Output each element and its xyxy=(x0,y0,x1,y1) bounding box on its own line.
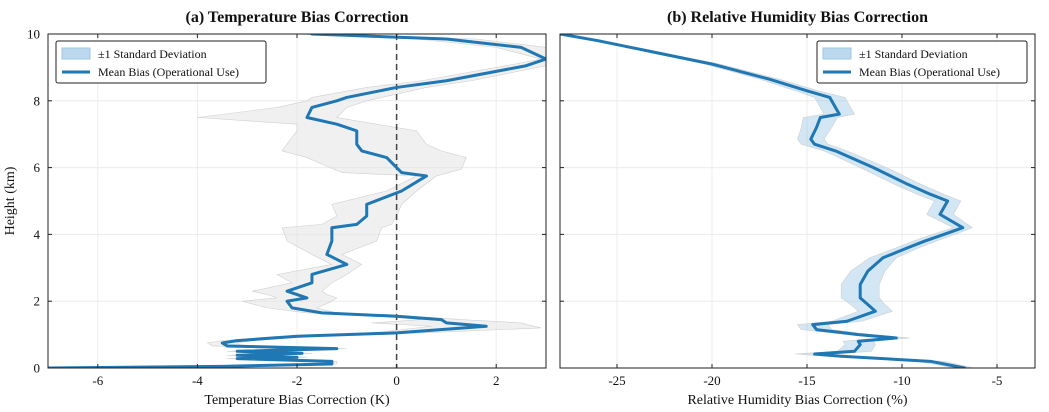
temp-xtick-label: 0 xyxy=(393,373,400,388)
temp-xtick-label: 2 xyxy=(493,373,500,388)
temp-legend-std-swatch xyxy=(61,47,91,60)
temp-ytick-label: 0 xyxy=(34,361,41,376)
temp-ytick-label: 8 xyxy=(34,93,41,108)
rh-title: (b) Relative Humidity Bias Correction xyxy=(667,9,928,26)
rh-xtick-label: -20 xyxy=(703,373,720,388)
rh-xtick-label: -10 xyxy=(893,373,910,388)
temp-xtick-label: -2 xyxy=(292,373,303,388)
rh-plot-area xyxy=(560,34,975,368)
rh-xtick-label: -25 xyxy=(608,373,625,388)
temp-xtick-label: -6 xyxy=(92,373,103,388)
temp-ytick-label: 10 xyxy=(27,27,40,42)
rh-legend-std-label: ±1 Standard Deviation xyxy=(859,47,968,61)
temp-title: (a) Temperature Bias Correction xyxy=(186,9,409,26)
temp-ytick-label: 6 xyxy=(34,160,41,175)
rh-legend-box xyxy=(816,40,1028,84)
rh-xlabel: Relative Humidity Bias Correction (%) xyxy=(687,393,907,408)
rh-frame xyxy=(559,33,1036,369)
rh-std-band xyxy=(560,34,975,368)
temp-legend-box xyxy=(55,40,267,84)
temp-panel: -6 -4 -2 0 2 0 2 4 6 8 10 (a) Temperature Bias Corr… xyxy=(27,9,547,408)
y-axis-label: Height (km) xyxy=(3,166,18,235)
rh-legend-std-swatch xyxy=(822,47,852,60)
temp-xtick-label: -4 xyxy=(192,373,203,388)
temp-xlabel: Temperature Bias Correction (K) xyxy=(204,393,390,408)
temp-legend-std-label: ±1 Standard Deviation xyxy=(98,47,207,61)
temp-legend: ±1 Standard Deviation Mean Bias (Operatio… xyxy=(55,40,267,84)
temp-plot-area xyxy=(48,34,546,368)
temp-legend-mean-label: Mean Bias (Operational Use) xyxy=(98,65,239,79)
rh-xtick-label: -15 xyxy=(798,373,815,388)
rh-xtick-label: -5 xyxy=(992,373,1003,388)
rh-panel: -25 -20 -15 -10 -5 (b) Relative Humidity Bias… xyxy=(559,9,1036,408)
temp-ytick-label: 4 xyxy=(34,227,41,242)
rh-legend: ±1 Standard Deviation Mean Bias (Operatio… xyxy=(816,40,1028,84)
temp-ytick-label: 2 xyxy=(34,294,41,309)
rh-mean-line xyxy=(560,34,967,368)
rh-legend-mean-label: Mean Bias (Operational Use) xyxy=(859,65,1000,79)
temp-mean-line xyxy=(48,34,546,368)
